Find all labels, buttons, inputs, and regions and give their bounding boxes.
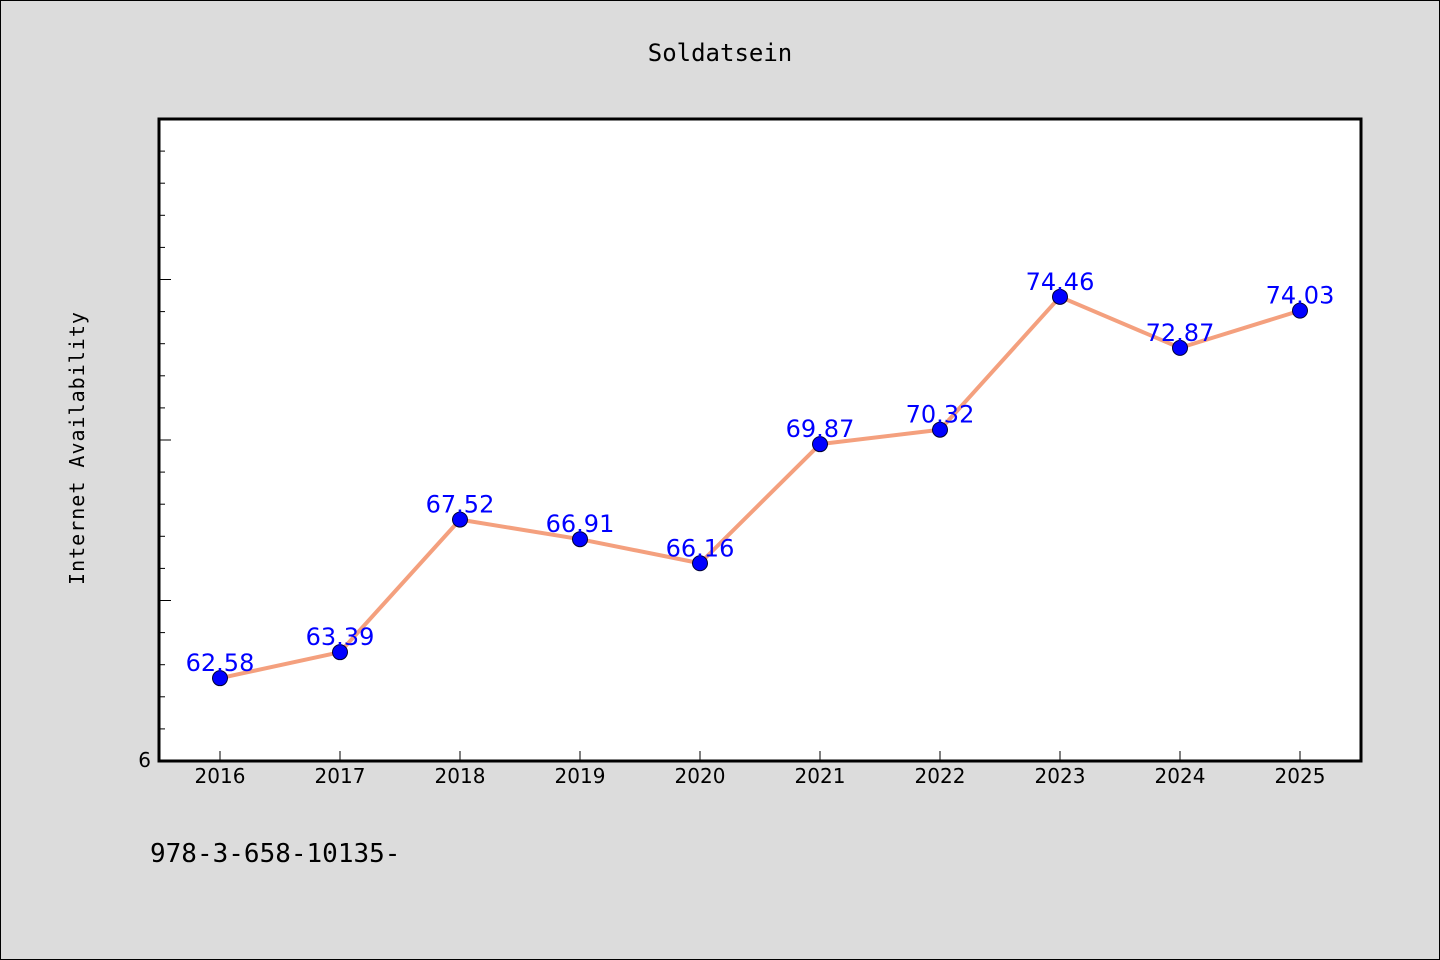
data-point	[212, 670, 228, 687]
data-point	[452, 511, 468, 528]
data-point	[692, 555, 708, 572]
x-tick-label: 2022	[915, 764, 966, 788]
y-axis-label: Internet Availability	[65, 311, 89, 585]
series-layer: 62.58 63.39 67.52 66.91 66.16 69.87 70.32 74.46…	[186, 268, 1335, 687]
data-label: 62.58	[186, 649, 255, 677]
data-point	[932, 421, 948, 438]
data-label: 63.39	[306, 623, 375, 651]
x-tick-label: 2016	[195, 764, 246, 788]
data-label: 72.87	[1146, 319, 1215, 347]
data-label: 74.46	[1026, 268, 1095, 296]
x-tick-label: 2023	[1035, 764, 1086, 788]
data-label: 66.16	[666, 534, 735, 562]
data-point	[812, 436, 828, 453]
chart-title: Soldatsein	[648, 39, 793, 67]
x-tick-label: 2025	[1275, 764, 1326, 788]
y-axis-ticks: 6	[138, 118, 171, 772]
data-label: 70.32	[906, 401, 975, 429]
x-tick-label: 2017	[315, 764, 366, 788]
x-tick-label: 2021	[795, 764, 846, 788]
x-tick-label: 2020	[675, 764, 726, 788]
data-point	[332, 644, 348, 661]
x-tick-label: 2019	[555, 764, 606, 788]
data-label: 74.03	[1266, 282, 1335, 310]
data-point	[572, 531, 588, 548]
data-label: 66.91	[546, 510, 615, 538]
footer-text: 978-3-658-10135-	[150, 839, 400, 869]
y-tick-label: 6	[138, 748, 151, 772]
data-label: 67.52	[426, 491, 495, 519]
x-tick-label: 2024	[1155, 764, 1206, 788]
data-label: 69.87	[786, 415, 855, 443]
x-axis-ticks: 2016 2017 2018 2019 2020 2021 2022 2023 2024 2025	[195, 751, 1326, 788]
plot-area	[157, 117, 1363, 763]
data-point	[1172, 339, 1188, 356]
data-point	[1292, 302, 1308, 319]
series-line	[219, 294, 1301, 681]
x-tick-label: 2018	[435, 764, 486, 788]
data-point	[1052, 288, 1068, 305]
